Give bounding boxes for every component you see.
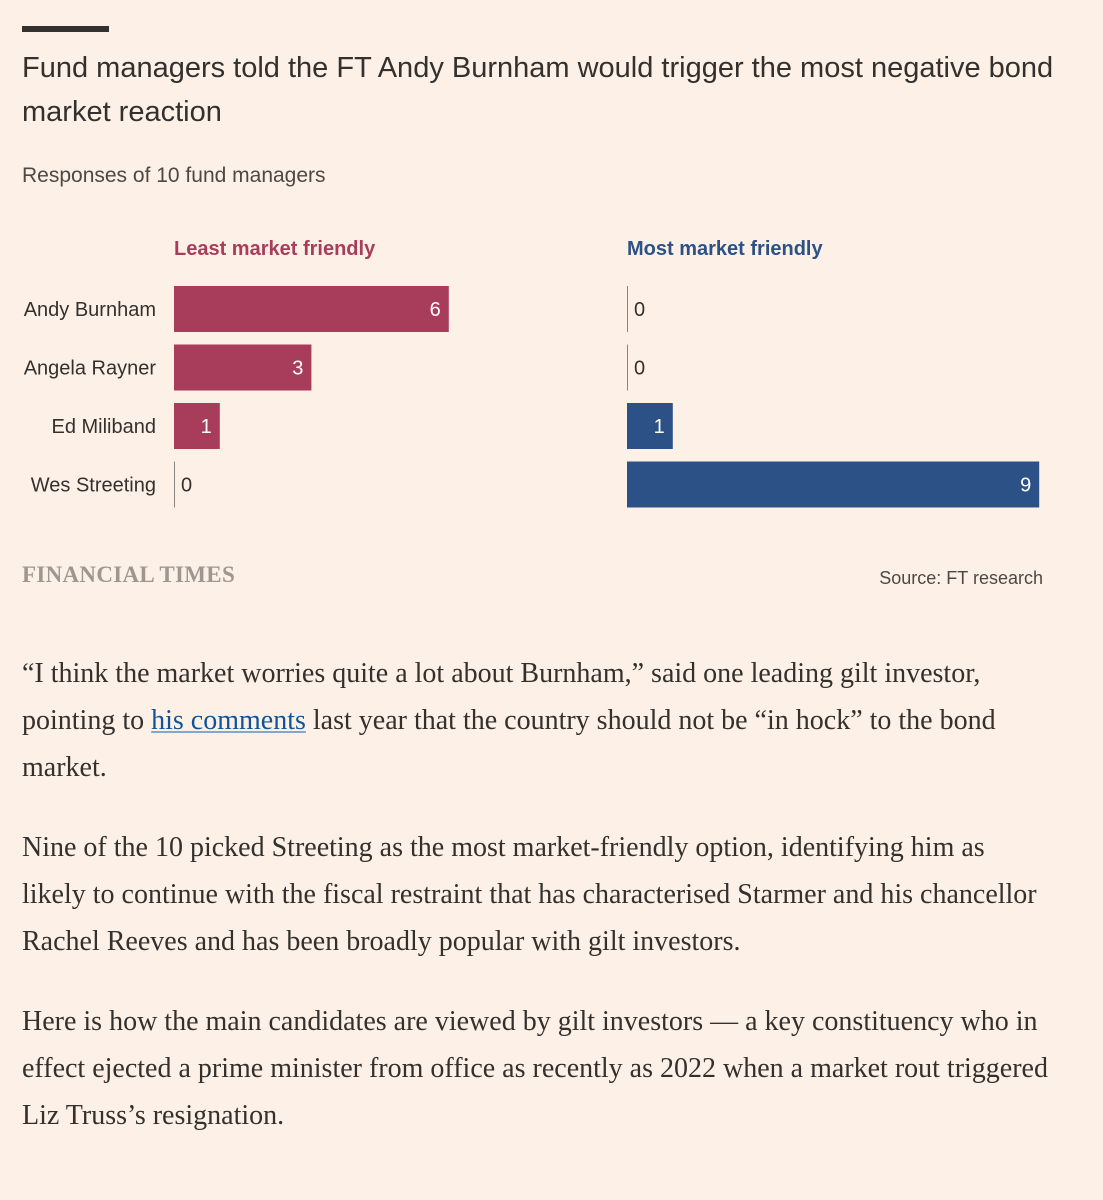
data-label: 0 <box>181 475 192 497</box>
chart-subtitle: Responses of 10 fund managers <box>22 164 326 187</box>
category-label: Wes Streeting <box>31 475 156 497</box>
data-label: 0 <box>634 299 645 321</box>
data-label: 3 <box>292 358 303 380</box>
bar <box>627 461 1040 508</box>
category-label: Angela Rayner <box>24 358 157 380</box>
chart-title: Fund managers told the FT Andy Burnham w… <box>22 52 1054 128</box>
his-comments-link[interactable]: his comments <box>151 705 306 736</box>
bar <box>174 286 449 332</box>
article-paragraph-2: Nine of the 10 picked Streeting as the m… <box>22 832 1037 957</box>
paragraph-text: last year that the country should not be… <box>22 705 996 783</box>
article-paragraph-1: “I think the market worries quite a lot … <box>22 650 1052 791</box>
panel-title-least: Least market friendly <box>174 238 376 260</box>
bar <box>627 403 673 449</box>
source-note: Source: FT research <box>879 568 1043 588</box>
data-label: 1 <box>654 416 665 438</box>
panel-title-most: Most market friendly <box>627 238 823 260</box>
ft-logo: FINANCIAL TIMES <box>22 562 236 587</box>
category-label: Andy Burnham <box>24 299 156 321</box>
data-label: 6 <box>430 299 441 321</box>
bar <box>174 403 220 449</box>
paragraph-text: “I think the market worries quite a lot … <box>22 658 981 736</box>
bar-chart: Andy Burnham 6 0 Angela Rayner 3 0 Ed Miliband… <box>24 286 1040 508</box>
article-paragraph-3: Here is how the main candidates are view… <box>22 1006 1048 1131</box>
header-rule <box>22 26 109 32</box>
data-label: 9 <box>1020 475 1031 497</box>
article-body: “I think the market worries quite a lot … <box>22 650 1052 1172</box>
bar <box>174 344 312 391</box>
category-label: Ed Miliband <box>51 416 156 438</box>
data-label: 0 <box>634 358 645 380</box>
data-label: 1 <box>201 416 212 438</box>
